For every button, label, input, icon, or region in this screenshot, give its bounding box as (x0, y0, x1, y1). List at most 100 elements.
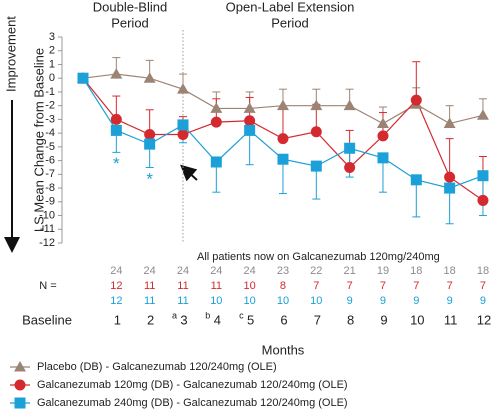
period-label: Open-Label Extension (226, 0, 355, 14)
x-tick-label: 4 (214, 312, 221, 327)
data-point (377, 130, 389, 142)
data-point (444, 182, 456, 194)
direction-label: Improvement (3, 16, 18, 92)
n-label: N = (39, 280, 56, 292)
n-count: 11 (144, 295, 155, 307)
y-tick-label: -9 (45, 196, 55, 208)
data-point (176, 83, 189, 94)
y-tick-label: 0 (49, 72, 55, 84)
legend-marker (14, 397, 26, 409)
annotation-arrow (180, 164, 198, 182)
n-count: 18 (444, 265, 456, 277)
x-tick-label: 11 (444, 312, 458, 327)
legend-marker (14, 379, 26, 391)
data-point (310, 99, 323, 111)
n-count: 24 (110, 265, 122, 277)
period-label: Period (271, 15, 309, 30)
n-count: 24 (177, 265, 189, 277)
n-count: 18 (410, 265, 422, 277)
n-count: 7 (447, 280, 453, 292)
n-count: 24 (244, 265, 256, 277)
x-tick-label: 5 (247, 312, 254, 327)
n-count: 9 (380, 295, 386, 307)
y-tick-label: -5 (45, 141, 55, 153)
legend-label: Galcanezumab 120mg (DB) - Galcanezumab 1… (37, 379, 348, 391)
n-count: 11 (177, 295, 188, 307)
data-point (344, 142, 356, 154)
data-point (477, 194, 489, 206)
data-point (110, 124, 122, 136)
data-point (143, 72, 156, 83)
x-tick-superscript: b (205, 310, 210, 320)
data-point (210, 116, 222, 128)
data-point (210, 156, 222, 168)
data-point (144, 138, 156, 150)
n-count: 8 (280, 280, 286, 292)
data-point (244, 124, 256, 136)
y-tick-label: -10 (39, 209, 55, 221)
data-point (77, 72, 89, 84)
y-tick-label: 3 (49, 31, 55, 43)
n-count: 9 (447, 295, 453, 307)
y-tick-label: -3 (45, 113, 55, 125)
n-count: 9 (413, 295, 419, 307)
y-tick-label: -7 (45, 168, 55, 180)
n-count: 10 (244, 295, 256, 307)
data-point (110, 113, 122, 125)
n-count: 21 (344, 265, 356, 277)
y-axis-label: LS Mean Change from Baseline (31, 48, 46, 232)
n-count: 9 (480, 295, 486, 307)
y-tick-label: -4 (45, 127, 55, 139)
x-tick-label: Baseline (22, 312, 72, 327)
data-point (376, 117, 389, 129)
n-count: 10 (310, 295, 322, 307)
n-count: 19 (377, 265, 389, 277)
y-tick-label: 1 (49, 58, 55, 70)
data-point (110, 68, 123, 79)
n-count: 11 (144, 280, 155, 292)
n-count: 7 (480, 280, 486, 292)
n-count: 9 (347, 295, 353, 307)
x-tick-label: 8 (347, 312, 354, 327)
y-tick-label: -6 (45, 155, 55, 167)
n-count: 22 (310, 265, 322, 277)
n-count: 23 (277, 265, 289, 277)
data-point (377, 152, 389, 164)
x-tick-label: 7 (314, 312, 321, 327)
legend-label: Galcanezumab 240mg (DB) - Galcanezumab 1… (37, 397, 348, 409)
x-tick-label: 2 (147, 312, 154, 327)
data-point (343, 99, 356, 111)
data-point (477, 170, 489, 182)
data-point (277, 153, 289, 165)
data-point (410, 94, 422, 106)
x-tick-label: 12 (477, 312, 491, 327)
n-count: 10 (210, 295, 222, 307)
data-point (276, 99, 289, 111)
x-tick-superscript: c (239, 310, 244, 320)
data-point (177, 129, 189, 141)
data-point (443, 117, 456, 129)
data-point (444, 171, 456, 183)
y-tick-label: 2 (49, 45, 55, 57)
y-tick-label: -1 (45, 86, 55, 98)
y-tick-label: -8 (45, 182, 55, 194)
x-axis-label: Months (262, 342, 305, 357)
n-count: 24 (210, 265, 222, 277)
n-count: 18 (477, 265, 489, 277)
x-tick-label: 1 (114, 312, 121, 327)
legend-label: Placebo (DB) - Galcanezumab 120/240mg (O… (37, 361, 277, 373)
x-tick-label: 3 (180, 312, 187, 327)
data-point (410, 174, 422, 186)
x-tick-label: 9 (380, 312, 387, 327)
n-count: 10 (244, 280, 256, 292)
n-count: 12 (110, 280, 122, 292)
n-count: 7 (347, 280, 353, 292)
data-point (310, 126, 322, 138)
y-tick-label: -12 (39, 237, 55, 249)
n-count: 11 (211, 280, 222, 292)
y-tick-label: -2 (45, 100, 55, 112)
period-label: Period (111, 15, 149, 30)
data-point (144, 129, 156, 141)
data-point (243, 102, 256, 113)
